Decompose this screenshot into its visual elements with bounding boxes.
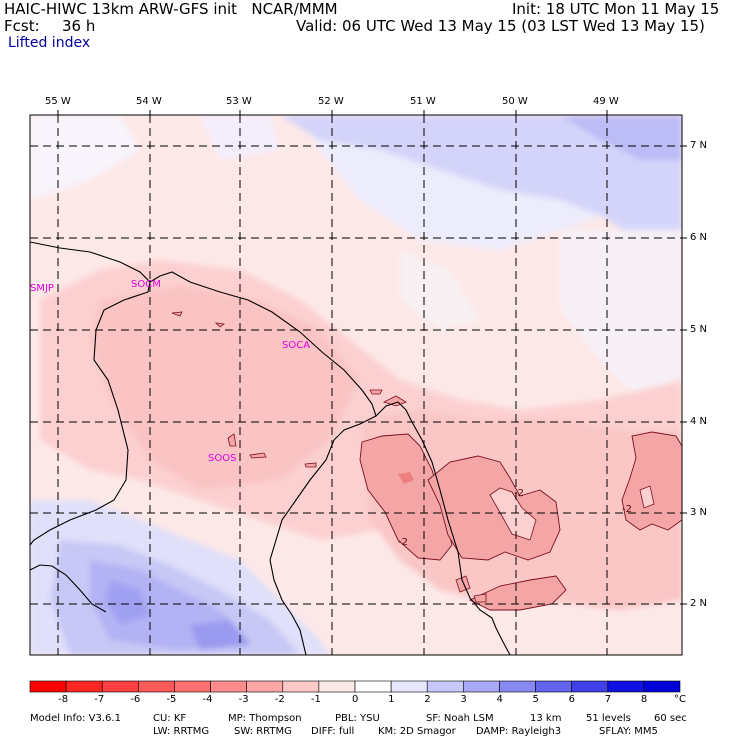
footer-sflay: SFLAY: MM5: [599, 726, 658, 737]
forecast-label: Fcst:: [4, 17, 40, 35]
map-frame: [29, 114, 683, 656]
colorbar-tick-label: 4: [496, 694, 503, 705]
colorbar-swatch: [463, 680, 500, 693]
footer-sw: SW: RRTMG: [234, 726, 292, 737]
footer-pbl: PBL: YSU: [335, 713, 380, 724]
lon-label-53w: 53 W: [226, 96, 252, 107]
colorbar-tick-label: -2: [274, 694, 285, 705]
station-label-smjp: SMJP: [30, 283, 54, 294]
colorbar-swatch: [282, 680, 320, 693]
lat-label-2n: 2 N: [690, 598, 708, 609]
lon-label-55w: 55 W: [45, 96, 71, 107]
colorbar-tick-label: -7: [94, 694, 105, 705]
colorbar-tick-label: -3: [238, 694, 249, 705]
forecast-hour: 36 h: [62, 17, 96, 35]
lat-label-7n: 7 N: [690, 140, 708, 151]
axis-ticks: [57, 110, 687, 605]
footer-sf: SF: Noah LSM: [426, 713, 494, 724]
lon-label-54w: 54 W: [136, 96, 162, 107]
colorbar-swatch: [138, 680, 175, 693]
footer-model-info: Model Info: V3.6.1: [30, 713, 121, 724]
footer-timestep: 60 sec: [654, 713, 687, 724]
lat-lon-grid: [30, 115, 682, 655]
colorbar-swatch: [571, 680, 609, 693]
footer-levels: 51 levels: [586, 713, 631, 724]
colorbar-swatch: [318, 680, 356, 693]
footer-km: KM: 2D Smagor: [378, 726, 456, 737]
valid-time: Valid: 06 UTC Wed 13 May 15 (03 LST Wed …: [296, 17, 705, 35]
footer-cu: CU: KF: [153, 713, 187, 724]
lat-label-6n: 6 N: [690, 232, 708, 243]
colorbar-unit: °C: [674, 694, 686, 705]
footer-damp: DAMP: Rayleigh3: [476, 726, 562, 737]
footer-lw: LW: RRTMG: [153, 726, 210, 737]
colorbar-tick-label: 5: [532, 694, 539, 705]
colorbar-tick-label: -1: [310, 694, 321, 705]
colorbar-swatch: [29, 680, 67, 693]
colorbar-swatch: [65, 680, 103, 693]
colorbar-tick-label: 7: [604, 694, 612, 705]
lat-label-4n: 4 N: [690, 416, 708, 427]
init-time: Init: 18 UTC Mon 11 May 15: [512, 0, 720, 18]
footer-diff: DIFF: full: [311, 726, 355, 737]
colorbar-swatch: [390, 680, 428, 693]
field-name: Lifted index: [8, 35, 91, 51]
colorbar-tick-label: 3: [460, 694, 467, 705]
colorbar-swatch: [499, 680, 536, 693]
station-label-socm: SOCM: [131, 279, 161, 290]
colorbar-swatch: [210, 680, 247, 693]
colorbar-swatch: [174, 680, 211, 693]
model-title: HAIC-HIWC 13km ARW-GFS init NCAR/MMM: [4, 0, 338, 18]
lon-label-49w: 49 W: [593, 96, 619, 107]
colorbar-tick-label: 8: [640, 694, 648, 705]
contour-label: -2: [514, 488, 524, 499]
lat-label-3n: 3 N: [690, 507, 708, 518]
colorbar-swatch: [426, 680, 464, 693]
colorbar-swatch: [354, 680, 392, 693]
contour-label: -2: [622, 504, 632, 515]
lon-label-50w: 50 W: [502, 96, 528, 107]
colorbar-tick-label: 1: [388, 694, 395, 705]
lon-label-51w: 51 W: [410, 96, 436, 107]
footer-mp: MP: Thompson: [228, 713, 302, 724]
coastline: [30, 241, 511, 655]
colorbar-swatch: [535, 680, 572, 693]
station-label-soca: SOCA: [282, 340, 311, 351]
footer-resolution: 13 km: [530, 713, 562, 724]
station-label-soos: SOOS: [208, 453, 237, 464]
colorbar-tick-label: -4: [202, 694, 213, 705]
colorbar-tick-label: 2: [424, 694, 431, 705]
colorbar-tick-label: -6: [130, 694, 141, 705]
colorbar-swatch: [101, 680, 139, 693]
contour-label: -2: [398, 537, 408, 548]
colorbar: [29, 680, 681, 693]
lat-label-5n: 5 N: [690, 324, 708, 335]
colorbar-tick-label: -5: [166, 694, 177, 705]
lifted-index-field: [30, 115, 682, 655]
colorbar-swatch: [246, 680, 284, 693]
lon-label-52w: 52 W: [318, 96, 344, 107]
colorbar-swatch: [607, 680, 645, 693]
colorbar-tick-label: 0: [352, 694, 359, 705]
colorbar-tick-label: 6: [568, 694, 576, 705]
colorbar-swatch: [643, 680, 681, 693]
colorbar-tick-label: -8: [58, 694, 69, 705]
